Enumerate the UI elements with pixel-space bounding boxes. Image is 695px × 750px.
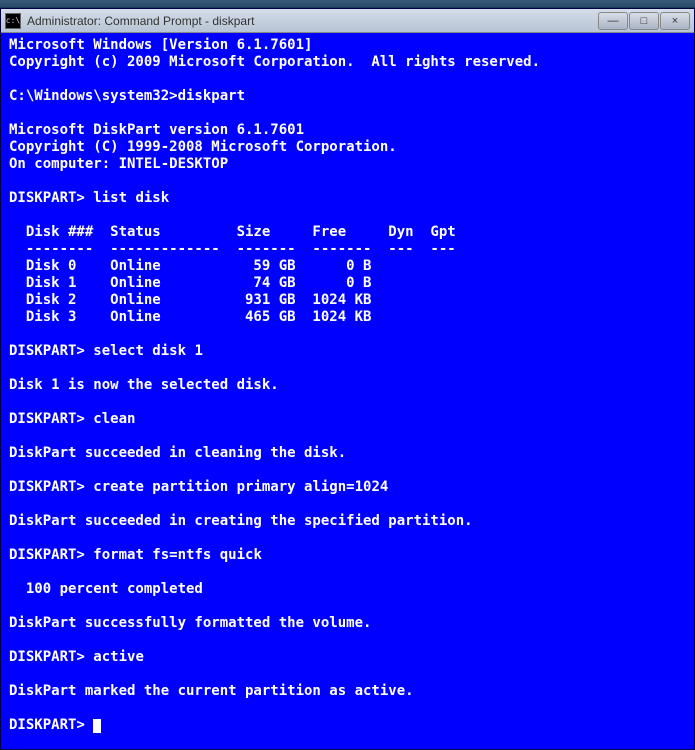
diskpart-computer: On computer: INTEL-DESKTOP <box>9 156 228 172</box>
cmd-input: diskpart <box>178 88 245 104</box>
window-title: Administrator: Command Prompt - diskpart <box>27 14 597 28</box>
cmd-clean: clean <box>93 411 135 427</box>
diskpart-prompt: DISKPART> <box>9 547 85 563</box>
cmd-prompt: C:\Windows\system32> <box>9 88 178 104</box>
minimize-button[interactable]: — <box>598 12 628 30</box>
table-divider: -------- ------------- ------- ------- -… <box>9 241 456 257</box>
msg-format: DiskPart successfully formatted the volu… <box>9 615 371 631</box>
table-header: Disk ### Status Size Free Dyn Gpt <box>9 224 456 240</box>
terminal-output[interactable]: Microsoft Windows [Version 6.1.7601] Cop… <box>1 33 694 749</box>
window-controls: — □ × <box>597 12 690 30</box>
cursor <box>93 719 101 733</box>
desktop-taskbar <box>0 0 695 8</box>
maximize-button[interactable]: □ <box>629 12 659 30</box>
cmd-format: format fs=ntfs quick <box>93 547 262 563</box>
diskpart-prompt: DISKPART> <box>9 717 85 733</box>
cmd-active: active <box>93 649 144 665</box>
command-prompt-window: c:\ Administrator: Command Prompt - disk… <box>0 8 695 750</box>
cmd-icon-text: c:\ <box>6 16 20 25</box>
os-copyright: Copyright (c) 2009 Microsoft Corporation… <box>9 54 540 70</box>
table-row: Disk 0 Online 59 GB 0 B <box>9 258 371 274</box>
diskpart-version: Microsoft DiskPart version 6.1.7601 <box>9 122 304 138</box>
close-button[interactable]: × <box>660 12 690 30</box>
diskpart-prompt: DISKPART> <box>9 479 85 495</box>
diskpart-prompt: DISKPART> <box>9 411 85 427</box>
msg-select: Disk 1 is now the selected disk. <box>9 377 279 393</box>
msg-create: DiskPart succeeded in creating the speci… <box>9 513 473 529</box>
cmd-list-disk: list disk <box>93 190 169 206</box>
titlebar[interactable]: c:\ Administrator: Command Prompt - disk… <box>1 9 694 33</box>
diskpart-copyright: Copyright (C) 1999-2008 Microsoft Corpor… <box>9 139 397 155</box>
msg-active: DiskPart marked the current partition as… <box>9 683 414 699</box>
table-row: Disk 3 Online 465 GB 1024 KB <box>9 309 371 325</box>
table-row: Disk 2 Online 931 GB 1024 KB <box>9 292 371 308</box>
diskpart-prompt: DISKPART> <box>9 343 85 359</box>
diskpart-prompt: DISKPART> <box>9 190 85 206</box>
msg-format-progress: 100 percent completed <box>9 581 203 597</box>
msg-clean: DiskPart succeeded in cleaning the disk. <box>9 445 346 461</box>
os-version: Microsoft Windows [Version 6.1.7601] <box>9 37 312 53</box>
diskpart-prompt: DISKPART> <box>9 649 85 665</box>
cmd-select-disk: select disk 1 <box>93 343 203 359</box>
cmd-icon: c:\ <box>5 13 21 29</box>
cmd-create: create partition primary align=1024 <box>93 479 388 495</box>
table-row: Disk 1 Online 74 GB 0 B <box>9 275 371 291</box>
